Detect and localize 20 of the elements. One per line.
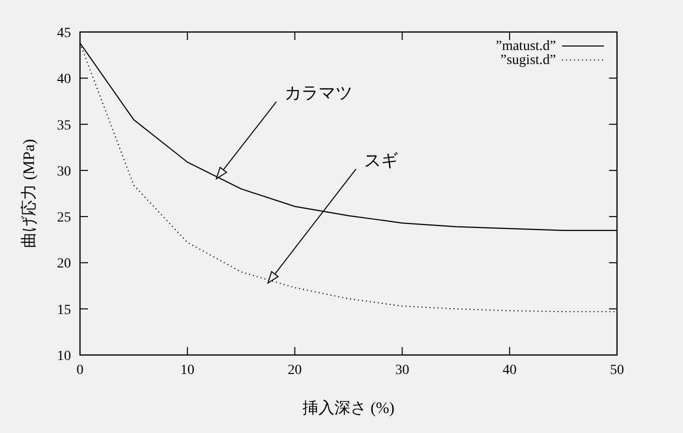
x-tick-label: 20: [288, 363, 302, 378]
x-tick-label: 0: [76, 363, 84, 378]
y-tick-label: 35: [57, 118, 71, 134]
y-tick-label: 25: [57, 210, 71, 226]
x-axis-title: 挿入深さ (%): [302, 399, 394, 417]
x-tick-label: 50: [610, 363, 624, 378]
y-tick-label: 10: [57, 349, 71, 364]
x-tick-label: 10: [180, 363, 194, 378]
y-tick-label: 30: [57, 164, 71, 180]
y-tick-label: 15: [57, 302, 71, 318]
y-tick-label: 45: [57, 26, 71, 41]
annotation: スギ: [364, 151, 398, 170]
annotation: カラマツ: [284, 84, 352, 103]
legend-label: ”sugist.d”: [500, 53, 556, 68]
y-axis-title: 曲げ応力 (MPa): [20, 139, 38, 248]
x-tick-label: 40: [502, 363, 517, 378]
y-tick-label: 40: [57, 72, 71, 88]
legend-label: ”matust.d”: [496, 39, 556, 54]
x-tick-label: 30: [395, 363, 410, 378]
y-tick-label: 20: [57, 256, 71, 272]
